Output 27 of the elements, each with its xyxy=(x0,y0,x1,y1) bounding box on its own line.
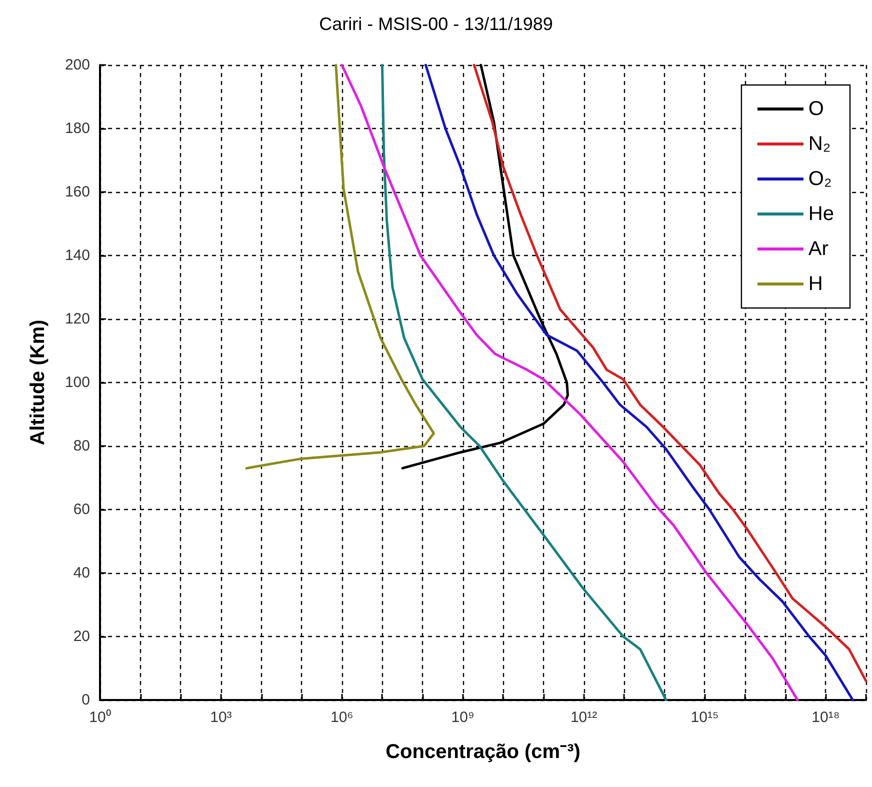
y-tick-label: 80 xyxy=(73,438,90,454)
legend-label: H xyxy=(808,273,823,295)
legend-label: Ar xyxy=(808,238,829,260)
chart-title: Cariri - MSIS-00 - 13/11/1989 xyxy=(319,14,553,34)
x-tick-label: 10³ xyxy=(210,709,232,726)
y-tick-label: 0 xyxy=(82,692,90,708)
x-tick-label: 10⁹ xyxy=(451,709,474,726)
legend-label: N₂ xyxy=(808,133,831,155)
y-tick-label: 40 xyxy=(73,564,90,582)
x-axis-title: Concentração (cm⁻³) xyxy=(386,741,580,763)
x-tick-label: 10⁶ xyxy=(330,709,354,726)
legend-label: O xyxy=(808,98,824,120)
x-tick-label: 10¹⁵ xyxy=(690,709,719,726)
legend-label: He xyxy=(808,203,834,225)
y-tick-label: 120 xyxy=(64,310,90,328)
y-tick-label: 180 xyxy=(64,120,90,137)
y-tick-label: 140 xyxy=(64,247,90,264)
y-tick-label: 100 xyxy=(64,374,90,391)
x-tick-label: 10⁰ xyxy=(89,709,111,726)
y-tick-label: 200 xyxy=(64,56,90,74)
x-tick-label: 10¹⁸ xyxy=(812,709,840,726)
y-tick-label: 20 xyxy=(73,628,90,645)
y-tick-label: 60 xyxy=(73,501,90,518)
y-tick-label: 160 xyxy=(64,184,90,200)
y-axis-title: Altitude (Km) xyxy=(27,320,49,446)
legend-label: O₂ xyxy=(808,168,832,190)
x-tick-label: 10¹² xyxy=(570,709,598,726)
